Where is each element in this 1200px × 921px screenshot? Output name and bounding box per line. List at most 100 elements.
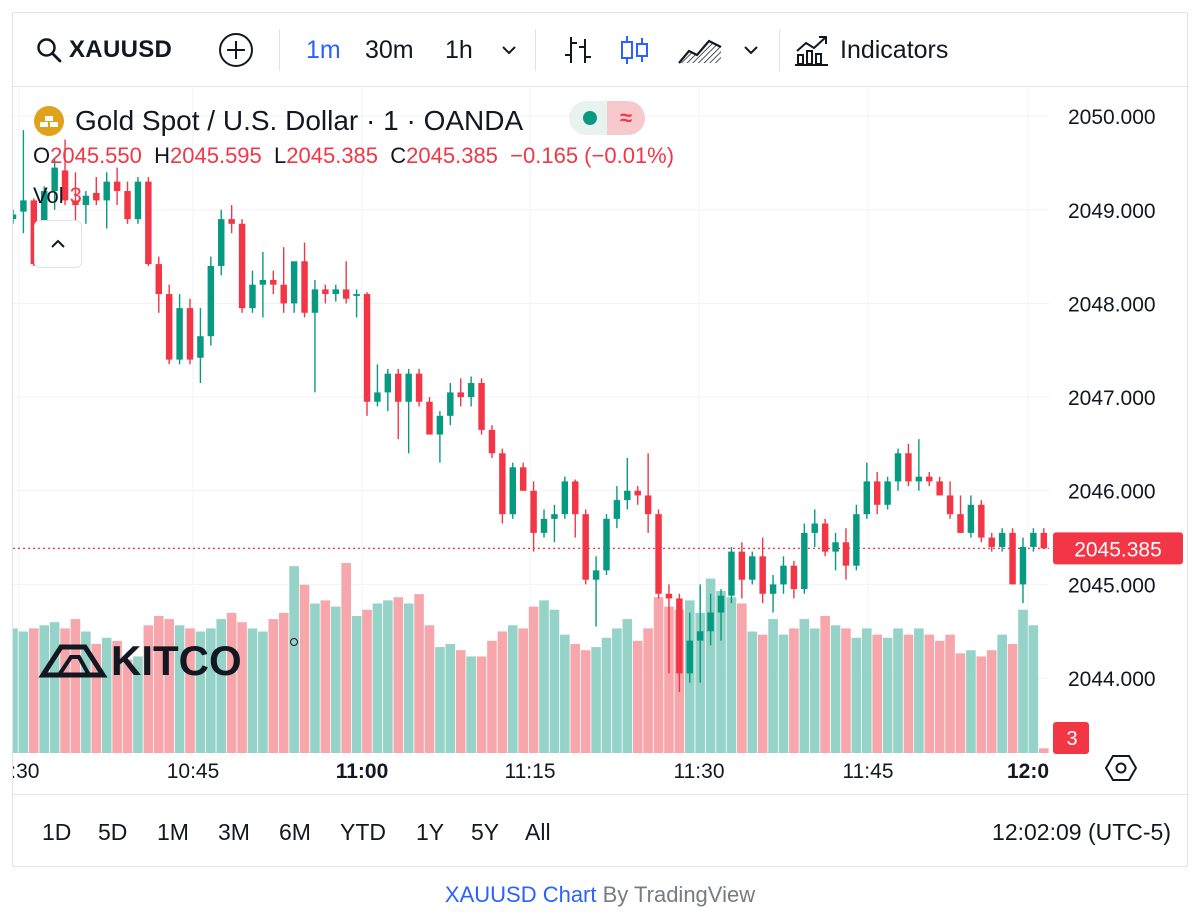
volume-bar: [112, 640, 122, 753]
volume-bar: [893, 628, 903, 753]
indicators-button[interactable]: Indicators: [794, 13, 948, 87]
candle-body: [717, 595, 725, 613]
bar-chart-type-button[interactable]: [561, 13, 595, 87]
last-price-label: 2045.385: [1053, 532, 1183, 565]
volume-bar: [768, 619, 778, 753]
high-value: 2045.595: [170, 143, 262, 168]
range-all[interactable]: All: [525, 818, 551, 845]
gold-symbol-icon: [34, 106, 64, 136]
volume-bar: [903, 634, 914, 753]
volume-bar: [497, 631, 508, 753]
candle-body: [613, 500, 621, 519]
legend-collapse-button[interactable]: [34, 220, 82, 268]
candle-body: [113, 181, 121, 192]
volume-bar: [507, 625, 518, 753]
candle-body: [363, 294, 371, 402]
candle-body: [342, 289, 350, 299]
volume-bar: [476, 656, 487, 753]
time-axis[interactable]: 0:30 10:45 11:00 11:15 11:30 11:45 12:0: [13, 760, 1049, 783]
price-chart[interactable]: KITCO 2050.0002049.0002048.0002047.00020…: [13, 88, 1189, 794]
volume-bar: [133, 656, 143, 753]
candle-body: [426, 401, 433, 435]
volume-bar: [976, 656, 987, 753]
volume-bar: [49, 622, 60, 753]
time-tick-label: 11:00: [336, 760, 389, 783]
volume-bar: [299, 584, 310, 753]
candle-body: [769, 584, 777, 594]
timeframe-1m[interactable]: 1m: [306, 35, 341, 64]
candle-body: [551, 514, 558, 519]
timezone-clock[interactable]: 12:02:09 (UTC-5): [992, 818, 1171, 845]
candle-body: [238, 223, 246, 309]
price-tick-label: 2049.000: [1068, 200, 1156, 223]
range-5d[interactable]: 5D: [98, 818, 128, 845]
volume-bar: [882, 637, 893, 753]
range-3m[interactable]: 3M: [218, 818, 250, 845]
candle-body: [790, 565, 798, 590]
compare-symbol-button[interactable]: [217, 13, 255, 87]
search-icon: [37, 38, 62, 63]
timeframe-30m[interactable]: 30m: [365, 35, 414, 64]
range-1y[interactable]: 1Y: [416, 818, 445, 845]
volume-bar: [580, 650, 591, 753]
range-1m[interactable]: 1M: [157, 818, 189, 845]
volume-bar: [226, 612, 237, 753]
volume-bar: [757, 634, 768, 753]
legend-title-row: Gold Spot / U.S. Dollar · 1 · OANDA: [33, 101, 523, 141]
change-value: −0.165 (−0.01%): [510, 143, 675, 168]
add-symbol-icon: [219, 33, 253, 67]
candle-body: [832, 542, 839, 552]
volume-bar: [643, 628, 653, 753]
range-1d[interactable]: 1D: [42, 818, 72, 845]
svg-text:2045.385: 2045.385: [1074, 538, 1162, 561]
volume-bar: [528, 606, 539, 753]
volume-bar: [934, 640, 945, 753]
area-chart-type-button[interactable]: [677, 13, 723, 87]
area-chart-icon: [678, 39, 722, 64]
volume-bar: [414, 594, 424, 753]
volume-bar: [747, 631, 758, 753]
candle-body: [603, 518, 610, 571]
candle-body: [82, 195, 90, 206]
candle-body: [488, 429, 496, 454]
candle-body: [218, 219, 225, 266]
volume-bar: [778, 634, 789, 753]
volume-bar: [872, 634, 882, 753]
volume-bar: [851, 637, 862, 753]
candle-body: [655, 514, 662, 594]
svg-text:3: 3: [1066, 728, 1077, 750]
candle-body: [311, 289, 319, 313]
volume-bar: [18, 631, 29, 753]
chevron-up-icon: [51, 239, 65, 248]
market-status-pill[interactable]: ≈: [569, 101, 645, 135]
price-axis[interactable]: 2050.000 2049.000 2048.000 2047.000 2046.000…: [1068, 106, 1156, 691]
candle-body: [280, 284, 287, 304]
volume-bar: [164, 619, 174, 753]
chart-settings-button[interactable]: [1104, 755, 1138, 781]
volume-bar: [789, 628, 799, 753]
symbol-search[interactable]: XAUUSD: [35, 13, 172, 87]
candle-body: [395, 373, 402, 402]
volume-bar: [737, 603, 747, 753]
chart-type-menu-button[interactable]: [741, 13, 761, 87]
timeframe-menu-button[interactable]: [499, 13, 519, 87]
volume-bar: [955, 653, 966, 753]
range-ytd[interactable]: YTD: [340, 818, 386, 845]
candle-body: [978, 504, 985, 538]
volume-bar: [445, 643, 456, 753]
candle-body: [572, 481, 579, 515]
candle-body: [301, 261, 308, 313]
candle-body: [915, 476, 923, 482]
range-5y[interactable]: 5Y: [471, 818, 500, 845]
timeframe-1h[interactable]: 1h: [445, 35, 473, 64]
close-label: C: [390, 143, 407, 168]
candle-body: [384, 373, 392, 393]
range-6m[interactable]: 6M: [279, 818, 311, 845]
candle-chart-type-button[interactable]: [617, 13, 651, 87]
volume-bar: [1018, 609, 1028, 753]
chart-link[interactable]: XAUUSD Chart: [444, 882, 597, 907]
volume-bar: [435, 647, 445, 753]
candle-body: [905, 453, 912, 482]
volume-bar: [268, 619, 279, 753]
volume-bar: [997, 634, 1007, 753]
